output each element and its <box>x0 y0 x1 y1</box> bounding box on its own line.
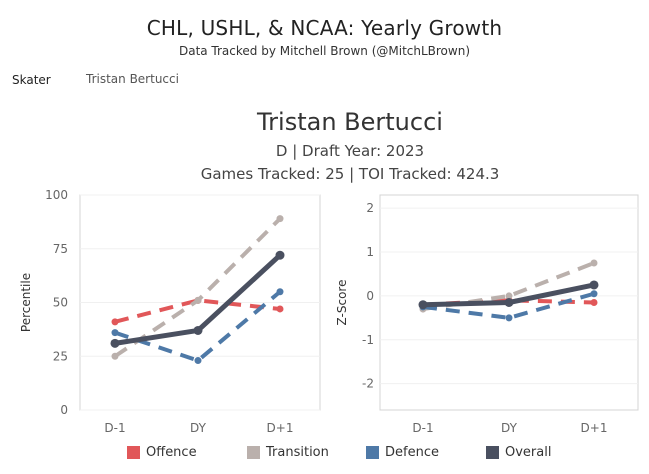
point-offence-0-2 <box>276 305 284 313</box>
point-defence-0-1 <box>194 357 202 365</box>
legend-swatch-transition <box>247 446 260 459</box>
y-axis-title-0: Percentile <box>19 273 33 332</box>
legend-item-defence[interactable]: Defence <box>366 445 439 460</box>
x-tick-label-1-2: D+1 <box>581 421 608 435</box>
point-transition-1-1 <box>505 292 513 300</box>
series-line-defence-1 <box>422 291 595 320</box>
y-tick-label-1-0: -2 <box>362 377 374 391</box>
chart-title: CHL, USHL, & NCAA: Yearly Growth <box>146 16 503 40</box>
player-name: Tristan Bertucci <box>257 108 443 136</box>
point-overall-1-1 <box>504 298 514 307</box>
point-defence-0-0 <box>111 329 119 337</box>
y-tick-label-0-4: 100 <box>45 188 68 202</box>
point-overall-1-0 <box>418 300 428 310</box>
skater-filter-label: Skater <box>12 73 51 87</box>
point-overall-0-0 <box>110 338 120 348</box>
chart-subtitle: Data Tracked by Mitchell Brown (@MitchLB… <box>178 44 471 58</box>
legend-label-offence: Offence <box>146 445 197 460</box>
legend-swatch-defence <box>366 446 379 459</box>
y-tick-label-0-3: 75 <box>53 242 68 256</box>
player-position-draft: D | Draft Year: 2023 <box>275 142 425 160</box>
point-transition-0-1 <box>194 296 202 304</box>
point-transition-0-2 <box>276 215 284 223</box>
point-defence-1-1 <box>505 314 513 322</box>
point-defence-0-2 <box>276 288 284 296</box>
x-tick-label-0-2: D+1 <box>267 421 294 435</box>
y-tick-label-1-1: -1 <box>362 333 374 347</box>
point-offence-1-2 <box>590 299 598 306</box>
x-tick-label-0-1: DY <box>190 421 207 435</box>
legend-item-transition[interactable]: Transition <box>247 445 329 460</box>
series-line-offence-0 <box>114 298 281 324</box>
point-overall-1-2 <box>589 280 599 290</box>
y-tick-label-1-4: 2 <box>366 201 374 215</box>
player-tracking-stats: Games Tracked: 25 | TOI Tracked: 424.3 <box>200 165 500 183</box>
legend-label-overall: Overall <box>505 445 552 460</box>
legend-swatch-offence <box>127 446 140 459</box>
point-overall-0-2 <box>275 250 285 260</box>
y-tick-label-0-2: 50 <box>53 296 68 310</box>
y-tick-label-1-3: 1 <box>366 245 374 259</box>
x-tick-label-1-1: DY <box>501 421 518 435</box>
y-tick-label-0-1: 25 <box>53 349 68 363</box>
legend-label-defence: Defence <box>385 445 439 460</box>
legend-label-transition: Transition <box>266 445 329 460</box>
point-overall-0-1 <box>193 325 203 335</box>
point-defence-1-2 <box>590 290 598 298</box>
skater-filter-value[interactable]: Tristan Bertucci <box>86 72 179 86</box>
y-axis-title-1: Z-Score <box>335 280 349 326</box>
legend-item-offence[interactable]: Offence <box>127 445 197 460</box>
plot-frame-1 <box>379 194 639 411</box>
series-line-transition-0 <box>113 217 282 358</box>
y-tick-label-1-2: 0 <box>366 289 374 303</box>
legend: Offence Transition Defence Overall <box>0 445 649 465</box>
y-tick-label-0-0: 0 <box>60 403 68 417</box>
legend-swatch-overall <box>486 446 499 459</box>
x-tick-label-1-0: D-1 <box>412 421 433 435</box>
point-transition-1-2 <box>590 259 598 267</box>
point-transition-0-0 <box>111 352 119 360</box>
x-tick-label-0-0: D-1 <box>104 421 125 435</box>
series-line-defence-0 <box>114 290 282 363</box>
point-offence-0-0 <box>111 318 119 326</box>
legend-item-overall[interactable]: Overall <box>486 445 551 460</box>
